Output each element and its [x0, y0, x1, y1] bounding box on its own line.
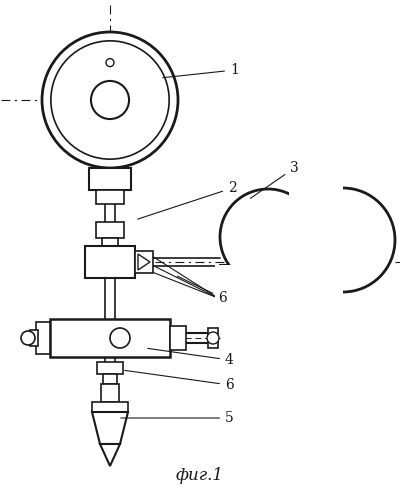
Circle shape — [291, 188, 395, 292]
Bar — [50, 319, 170, 357]
Bar — [92, 402, 128, 412]
Text: 4: 4 — [148, 348, 234, 367]
Bar — [103, 374, 117, 384]
Text: 2: 2 — [138, 181, 237, 219]
Bar — [102, 238, 118, 250]
Bar — [170, 326, 186, 350]
Text: 6: 6 — [178, 276, 227, 305]
Circle shape — [42, 32, 178, 168]
Bar — [96, 190, 124, 204]
Bar — [30, 330, 38, 346]
Bar — [215, 265, 321, 313]
Circle shape — [207, 332, 219, 344]
Circle shape — [220, 189, 316, 285]
Bar — [101, 384, 119, 402]
Bar — [36, 322, 50, 354]
Circle shape — [21, 331, 35, 345]
Bar — [289, 186, 343, 294]
Bar — [96, 222, 124, 238]
Polygon shape — [92, 412, 128, 444]
Bar — [89, 168, 131, 190]
Bar — [135, 251, 153, 273]
Text: 5: 5 — [121, 411, 234, 425]
Circle shape — [51, 41, 169, 159]
Bar — [208, 328, 218, 348]
Bar — [97, 362, 123, 374]
Circle shape — [106, 58, 114, 66]
Circle shape — [110, 328, 130, 348]
Circle shape — [91, 81, 129, 119]
Text: 3: 3 — [250, 161, 299, 199]
Bar — [85, 246, 135, 278]
Polygon shape — [100, 444, 120, 466]
Text: фиг.1: фиг.1 — [176, 467, 224, 484]
Text: 6: 6 — [125, 370, 234, 392]
Text: 1: 1 — [163, 63, 239, 78]
Polygon shape — [138, 254, 150, 270]
